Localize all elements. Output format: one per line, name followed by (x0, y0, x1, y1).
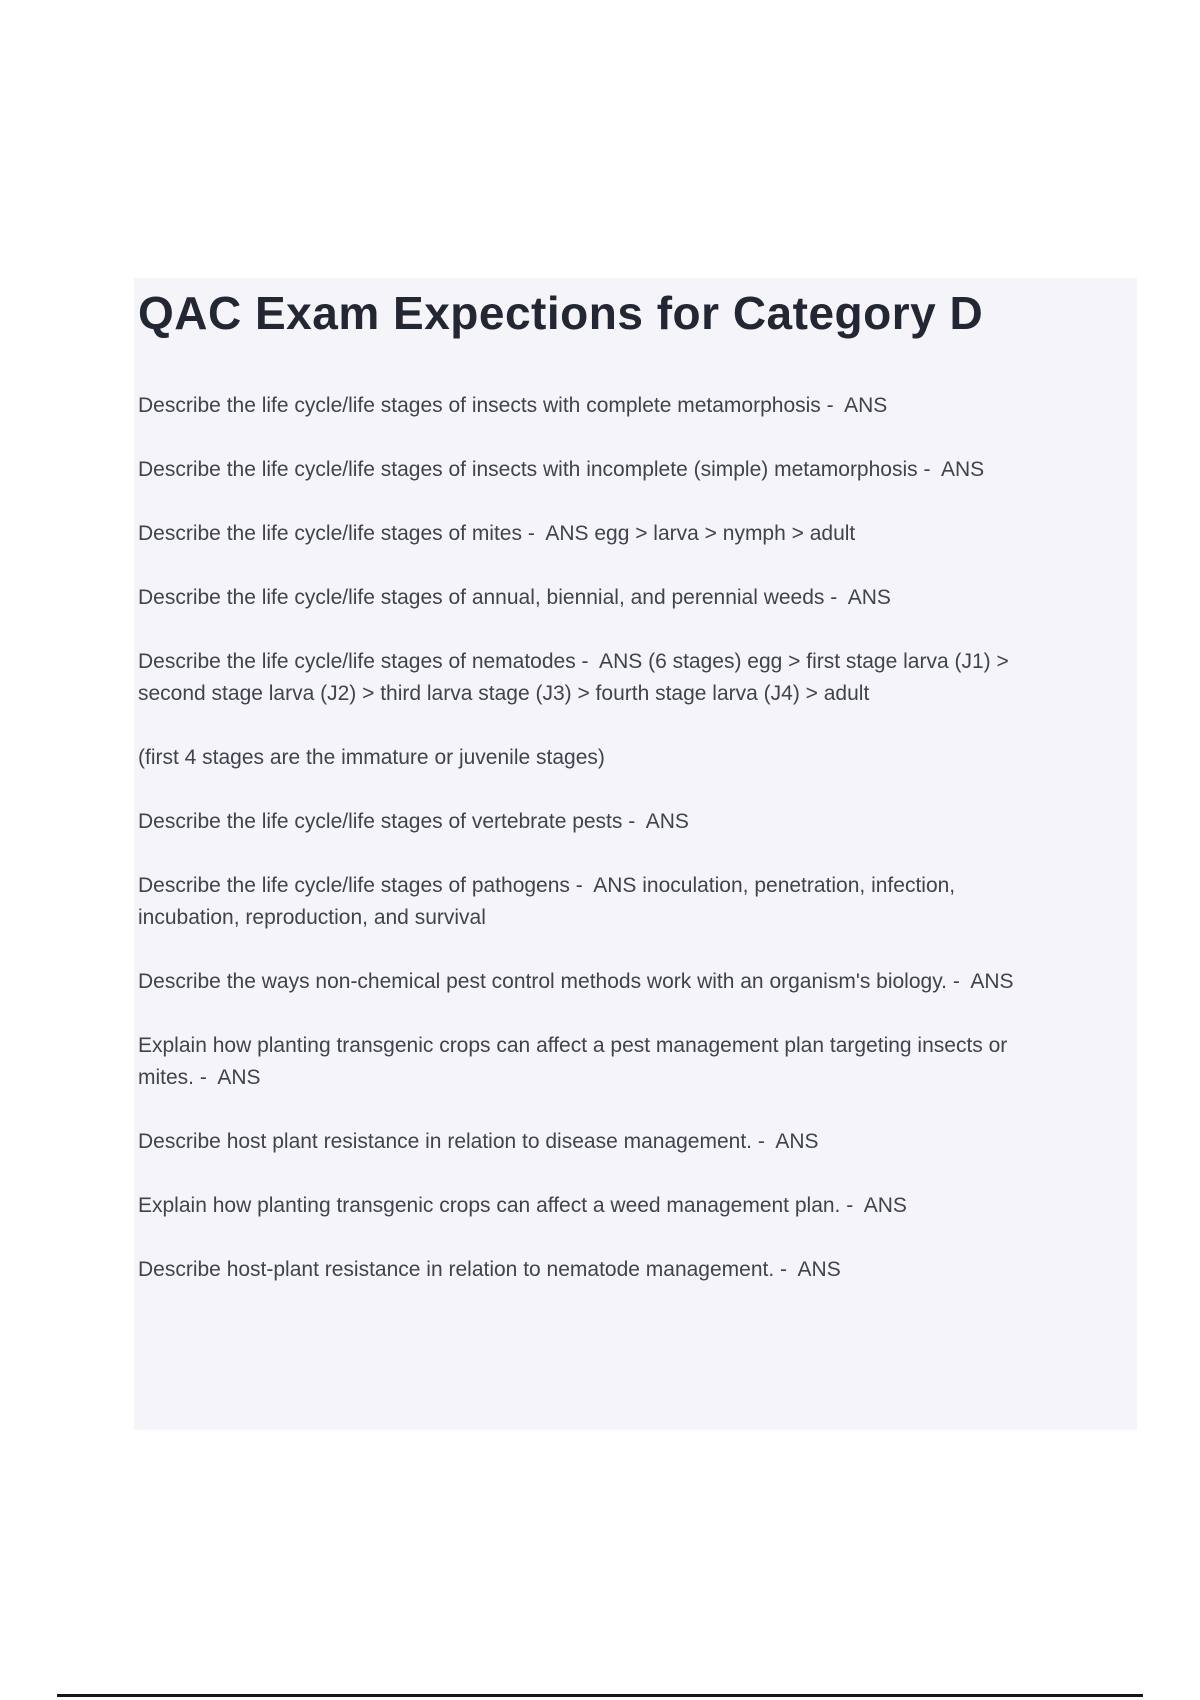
question-paragraph: (first 4 stages are the immature or juve… (138, 746, 605, 769)
question-paragraph: Describe host-plant resistance in relati… (138, 1258, 841, 1281)
question-paragraph: Describe the ways non-chemical pest cont… (138, 970, 1014, 993)
question-paragraph: Describe host plant resistance in relati… (138, 1130, 819, 1153)
question-paragraph: Describe the life cycle/life stages of n… (138, 650, 1015, 705)
page-title: QAC Exam Expections for Category D (138, 287, 984, 339)
question-paragraph: Describe the life cycle/life stages of i… (138, 458, 985, 481)
question-paragraph: Describe the life cycle/life stages of a… (138, 586, 891, 609)
question-list: Describe the life cycle/life stages of i… (138, 390, 1050, 1286)
question-paragraph: Explain how planting transgenic crops ca… (138, 1034, 1014, 1089)
question-paragraph: Describe the life cycle/life stages of i… (138, 394, 888, 417)
question-paragraph: Describe the life cycle/life stages of p… (138, 874, 961, 929)
question-paragraph: Explain how planting transgenic crops ca… (138, 1194, 907, 1217)
document-content-panel: QAC Exam Expections for Category D Descr… (134, 278, 1137, 1430)
page-bottom-divider (57, 1694, 1143, 1697)
question-paragraph: Describe the life cycle/life stages of v… (138, 810, 689, 833)
question-paragraph: Describe the life cycle/life stages of m… (138, 522, 856, 545)
